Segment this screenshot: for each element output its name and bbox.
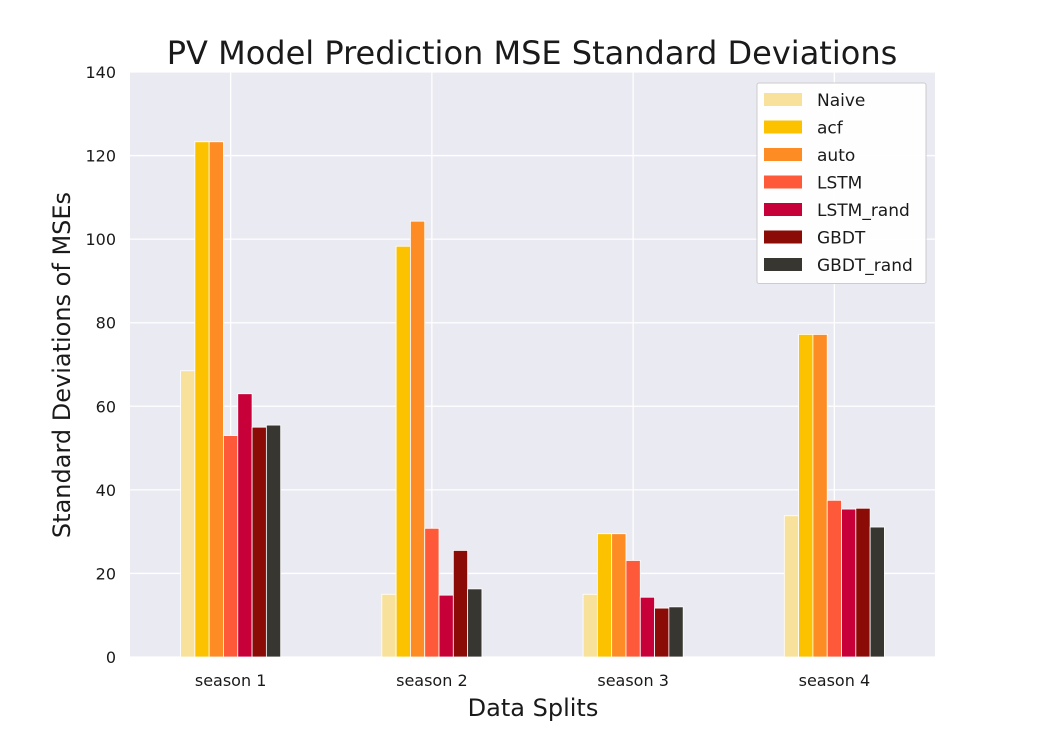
- legend-swatch: [764, 230, 802, 244]
- bar-acf: [395, 245, 411, 658]
- legend-entry: acf: [817, 119, 844, 139]
- bar-naive: [783, 515, 800, 658]
- y-tick-label: 120: [85, 147, 116, 166]
- bar-auto: [208, 141, 224, 658]
- x-tick-label: season 2: [396, 671, 468, 690]
- bar-auto: [812, 334, 828, 658]
- bar-gbdt-rand: [467, 588, 483, 658]
- legend-entry: auto: [817, 146, 855, 166]
- bar-acf: [194, 141, 210, 658]
- y-axis-label: Standard Deviations of MSEs: [48, 192, 76, 538]
- x-tick-label: season 3: [597, 671, 669, 690]
- bar-naive: [582, 593, 598, 658]
- legend-swatch: [764, 175, 802, 189]
- bar-lstm-rand: [841, 508, 857, 658]
- bar-lstm-rand: [237, 393, 253, 658]
- chart-title: PV Model Prediction MSE Standard Deviati…: [167, 34, 898, 72]
- bar-gbdt: [251, 426, 267, 658]
- bar-naive: [381, 593, 397, 658]
- bar-lstm: [625, 560, 641, 658]
- y-tick-label: 40: [96, 481, 116, 500]
- bar-acf: [798, 334, 814, 658]
- bar-gbdt-rand: [668, 606, 684, 658]
- y-tick-label: 140: [85, 63, 116, 82]
- bar-gbdt: [855, 507, 871, 658]
- legend-entry: GBDT_rand: [817, 256, 913, 276]
- y-tick-label: 0: [106, 648, 116, 667]
- bar-gbdt-rand: [869, 526, 885, 658]
- y-tick-label: 100: [85, 230, 116, 249]
- bar-gbdt: [452, 550, 469, 658]
- legend-swatch: [764, 203, 802, 216]
- legend-entry: LSTM: [817, 174, 862, 194]
- legend-swatch: [764, 148, 802, 161]
- x-tick-label: season 1: [195, 671, 267, 690]
- legend-swatch: [764, 93, 802, 106]
- legend-entry: GBDT: [817, 229, 866, 249]
- bar-auto: [611, 533, 627, 658]
- bar-lstm-rand: [639, 596, 655, 658]
- legend-swatch: [764, 258, 802, 271]
- bar-acf: [596, 533, 613, 658]
- bar-lstm: [826, 499, 842, 658]
- y-tick-label: 20: [96, 564, 116, 583]
- legend-entry: Naive: [817, 91, 865, 111]
- bar-naive: [180, 370, 196, 658]
- x-axis-label: Data Splits: [468, 694, 599, 722]
- bar-gbdt: [654, 607, 670, 658]
- bar-auto: [410, 220, 426, 658]
- x-tick-label: season 4: [799, 671, 871, 690]
- legend-swatch: [764, 120, 802, 134]
- bar-lstm-rand: [438, 594, 454, 658]
- bar-lstm: [424, 527, 440, 658]
- legend-entry: LSTM_rand: [817, 201, 910, 221]
- y-tick-label: 80: [96, 314, 116, 333]
- bar-lstm: [223, 435, 239, 658]
- bar-gbdt-rand: [265, 424, 282, 658]
- y-tick-label: 60: [96, 397, 116, 416]
